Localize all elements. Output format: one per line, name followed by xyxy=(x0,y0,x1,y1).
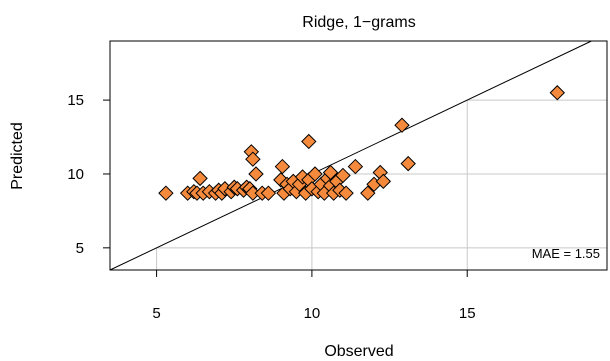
data-point xyxy=(549,85,566,101)
mae-annotation: MAE = 1.55 xyxy=(532,246,600,261)
data-point xyxy=(307,166,323,182)
x-tick-label: 10 xyxy=(304,305,321,322)
y-tick-label: 15 xyxy=(67,92,84,109)
data-point xyxy=(360,185,376,201)
x-tick-label: 5 xyxy=(152,305,160,322)
data-point xyxy=(158,185,174,201)
data-point xyxy=(400,155,416,172)
data-point xyxy=(338,185,354,201)
chart-title: Ridge, 1−grams xyxy=(302,14,415,31)
y-axis-label: Predicted xyxy=(9,122,26,190)
data-point xyxy=(248,166,264,182)
data-point xyxy=(335,167,351,184)
y-tick-label: 5 xyxy=(76,240,84,257)
data-point xyxy=(245,151,261,167)
x-axis: 5 10 15 xyxy=(152,270,476,322)
plot-frame xyxy=(109,40,608,271)
y-tick-label: 10 xyxy=(67,166,84,183)
x-tick-label: 15 xyxy=(459,305,476,322)
data-point xyxy=(192,170,208,187)
data-point xyxy=(260,185,277,201)
x-axis-label: Observed xyxy=(324,343,393,360)
data-point xyxy=(394,117,410,133)
y-axis: 5 10 15 xyxy=(67,92,110,257)
plot-area xyxy=(109,40,607,271)
identity-line xyxy=(109,40,592,271)
data-point xyxy=(322,164,339,181)
data-point xyxy=(274,158,291,175)
data-point xyxy=(375,173,392,190)
data-point xyxy=(301,133,317,150)
data-point xyxy=(347,158,364,175)
